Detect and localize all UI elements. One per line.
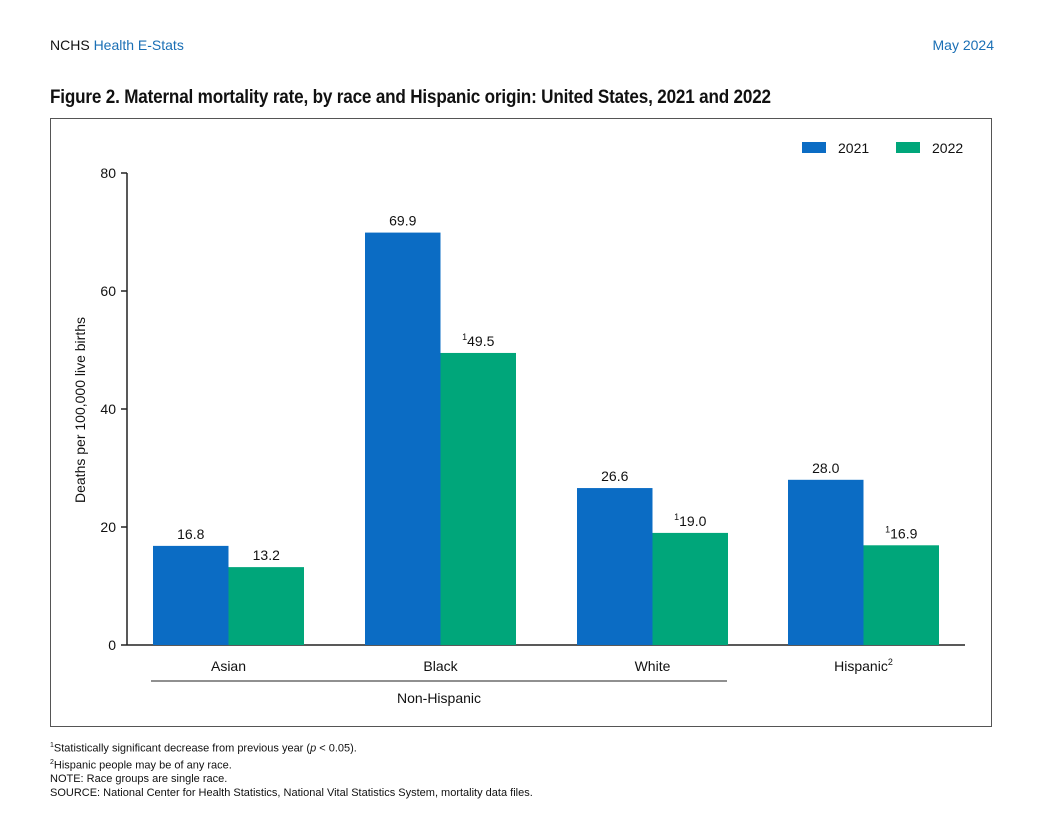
footnote-marker: 1 <box>885 524 890 534</box>
header-publication: NCHS Health E-Stats <box>50 37 184 53</box>
data-label: 16.8 <box>177 526 204 542</box>
group-label: Non-Hispanic <box>397 690 481 706</box>
source: SOURCE: National Center for Health Stati… <box>50 787 533 800</box>
footnote-marker: 1 <box>50 742 54 749</box>
legend-swatch-2022 <box>896 142 920 153</box>
x-tick-label: White <box>635 658 671 674</box>
org-name: NCHS <box>50 37 90 53</box>
bar-2021-white <box>577 488 653 645</box>
data-label: 119.0 <box>674 512 706 529</box>
bar-2022-asian <box>228 567 304 645</box>
series-name: Health E-Stats <box>93 37 184 53</box>
footnote-marker: 1 <box>462 332 467 342</box>
data-value: 19.0 <box>679 513 706 529</box>
x-tick-label: Hispanic2 <box>834 657 893 674</box>
data-value: 49.5 <box>467 333 494 349</box>
data-label: 26.6 <box>601 468 628 484</box>
figure-title: Figure 2. Maternal mortality rate, by ra… <box>50 87 771 108</box>
bar-2021-black <box>365 232 441 645</box>
bar-2022-hispanic <box>863 545 939 645</box>
bar-2022-white <box>652 532 728 645</box>
footnote-2: 2Hispanic people may be of any race. <box>50 756 533 773</box>
legend-label: 2022 <box>932 140 963 156</box>
y-axis-label: Deaths per 100,000 live births <box>72 317 88 503</box>
footnote-text: Hispanic people may be of any race. <box>53 759 232 772</box>
x-tick-label: Asian <box>211 658 246 674</box>
x-tick-label: Black <box>423 658 458 674</box>
y-tick-label: 60 <box>100 283 116 299</box>
bar-2022-black <box>440 352 516 645</box>
legend-label: 2021 <box>838 140 869 156</box>
bar-2021-asian <box>153 545 229 645</box>
data-label: 13.2 <box>253 547 280 563</box>
data-label: 69.9 <box>389 213 416 229</box>
header-date: May 2024 <box>932 37 994 53</box>
y-tick-label: 40 <box>100 401 116 417</box>
data-value: 16.9 <box>890 525 917 541</box>
chart-frame <box>50 118 992 727</box>
data-label: 149.5 <box>462 332 494 349</box>
footnotes: 1Statistically significant decrease from… <box>50 739 533 800</box>
bar-2021-hispanic <box>788 479 864 645</box>
footnote-1: 1Statistically significant decrease from… <box>50 739 533 756</box>
footnote-text: Statistically significant decrease from … <box>53 742 311 755</box>
y-tick-label: 20 <box>100 519 116 535</box>
y-tick-label: 80 <box>100 165 116 181</box>
y-tick-label: 0 <box>108 637 116 653</box>
footnote-marker: 2 <box>50 758 54 766</box>
footnote-text-end: < 0.05). <box>316 742 357 755</box>
data-label: 28.0 <box>812 460 839 476</box>
footnote-marker: 2 <box>888 657 893 667</box>
note: NOTE: Race groups are single race. <box>50 773 228 786</box>
legend-swatch-2021 <box>802 142 826 153</box>
p-symbol: p <box>310 742 317 755</box>
footnote-marker: 1 <box>674 512 679 522</box>
data-label: 116.9 <box>885 524 917 541</box>
